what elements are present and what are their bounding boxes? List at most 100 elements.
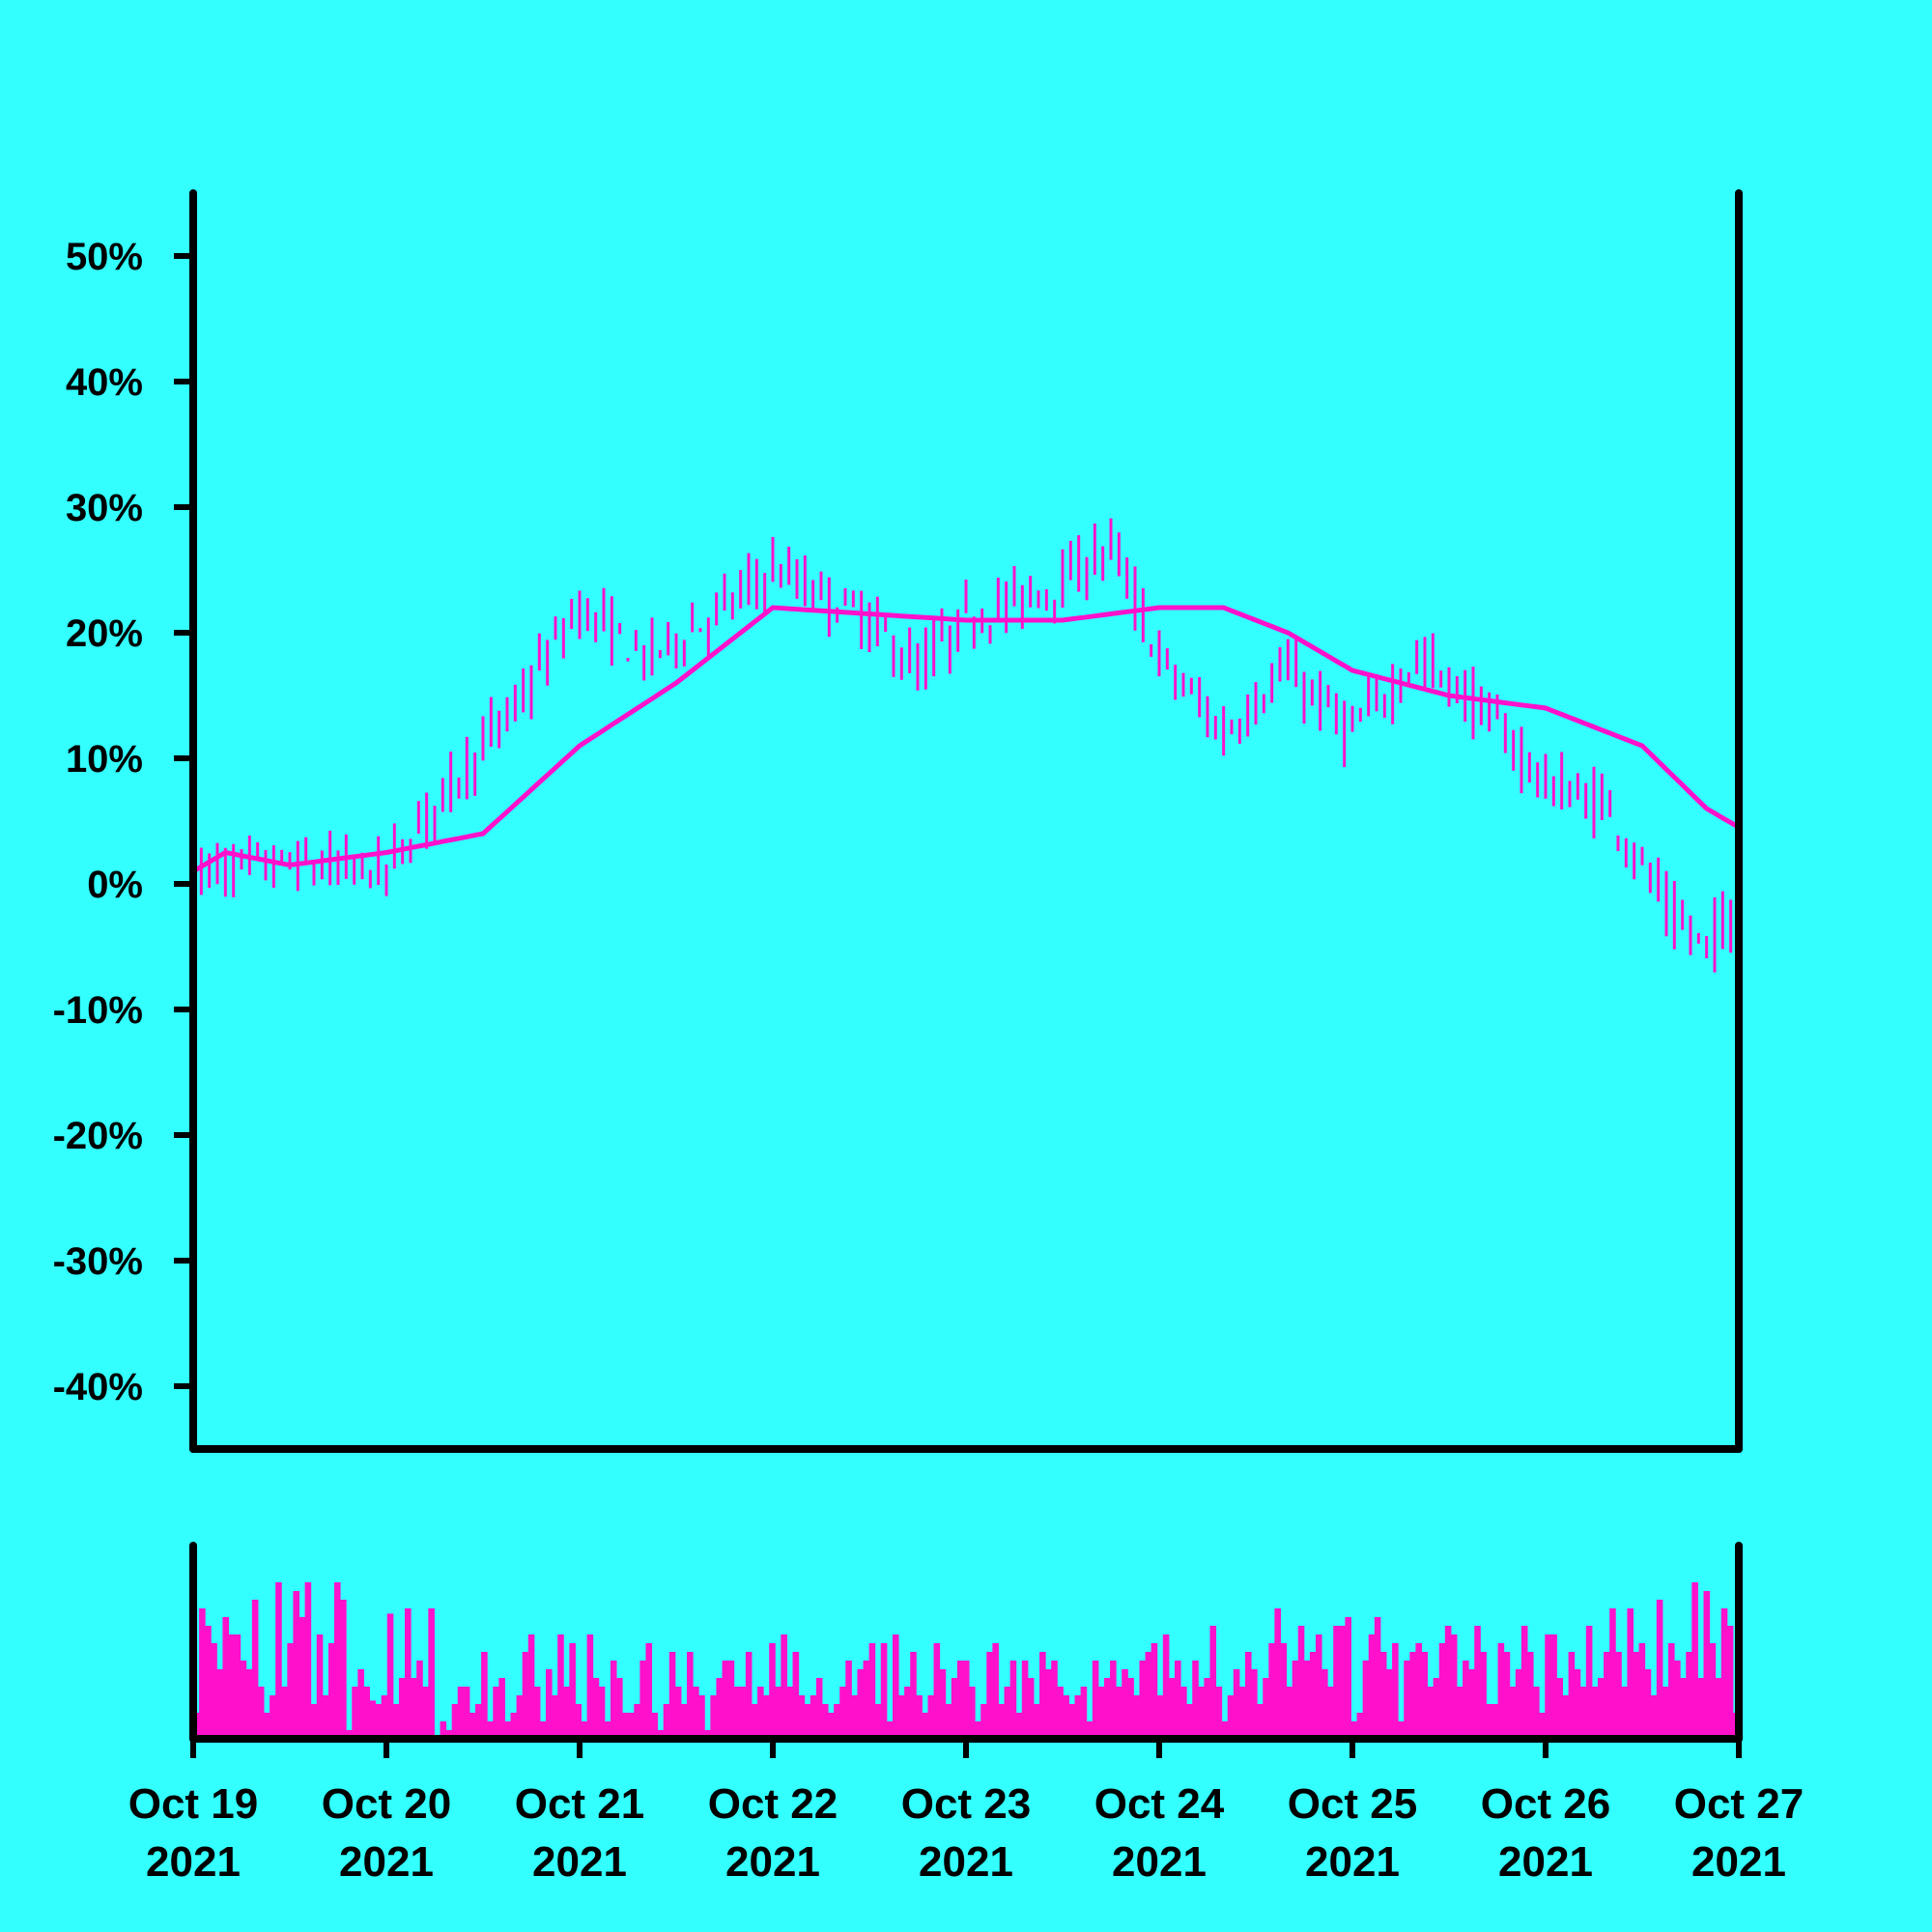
volume-bar (663, 1704, 670, 1739)
volume-bar (622, 1713, 629, 1739)
volume-bar (234, 1634, 242, 1739)
volume-bar (1068, 1704, 1076, 1739)
volume-bar (1244, 1652, 1252, 1739)
volume-bar (322, 1695, 329, 1739)
volume-bar (716, 1678, 724, 1739)
volume-bar (1667, 1643, 1675, 1739)
volume-bar (951, 1678, 958, 1739)
volume-bar (569, 1643, 576, 1739)
volume-bar (1315, 1634, 1322, 1739)
volume-bar (1686, 1652, 1692, 1739)
x-tick-label-date: Oct 26 (1481, 1780, 1611, 1828)
volume-bar (680, 1704, 688, 1739)
volume-bar (316, 1634, 324, 1739)
volume-bar (1362, 1661, 1370, 1739)
y-tick-label: -30% (53, 1240, 143, 1283)
volume-bar (1303, 1661, 1311, 1739)
volume-bar (722, 1661, 729, 1739)
volume-bar (745, 1652, 753, 1739)
volume-bar (1715, 1678, 1722, 1739)
volume-bar (1492, 1704, 1499, 1739)
volume-bar (1427, 1687, 1435, 1739)
volume-bar (657, 1730, 665, 1739)
x-tick-label-date: Oct 23 (901, 1780, 1032, 1828)
volume-bar (1463, 1661, 1469, 1739)
volume-bar (493, 1687, 499, 1739)
volume-bar (504, 1721, 512, 1739)
volume-bar (739, 1687, 747, 1739)
volume-bar (845, 1661, 852, 1739)
volume-bar (874, 1704, 882, 1739)
volume-bar (1421, 1652, 1429, 1739)
volume-bar (592, 1678, 600, 1739)
volume-bar (916, 1695, 923, 1739)
volume-bar (411, 1678, 417, 1739)
y-tick-label: -10% (53, 989, 143, 1032)
volume-bar (792, 1652, 800, 1739)
volume-bar (1680, 1678, 1687, 1739)
volume-bar (687, 1652, 694, 1739)
volume-bar (1133, 1695, 1140, 1739)
volume-bar (1515, 1669, 1522, 1739)
volume-bar (1591, 1687, 1599, 1739)
volume-bar (1392, 1643, 1399, 1739)
volume-bar (1168, 1678, 1176, 1739)
volume-bar (1497, 1643, 1505, 1739)
x-tick-label-year: 2021 (1112, 1838, 1207, 1886)
volume-bar (216, 1669, 223, 1739)
volume-bar (775, 1687, 781, 1739)
y-tick-label: -20% (53, 1115, 143, 1157)
volume-bar (1027, 1678, 1035, 1739)
volume-bar (1092, 1661, 1099, 1739)
volume-bar (939, 1669, 947, 1739)
volume-bar (1627, 1608, 1634, 1739)
volume-bar (880, 1643, 888, 1739)
volume-bar (1033, 1704, 1040, 1739)
volume-bar (898, 1695, 905, 1739)
volume-bar (1327, 1687, 1334, 1739)
volume-bars (193, 1582, 1740, 1739)
volume-bar (992, 1643, 999, 1739)
volume-bar (240, 1661, 247, 1739)
volume-bar (810, 1695, 817, 1739)
volume-bar (821, 1704, 829, 1739)
volume-bar (1474, 1626, 1481, 1739)
volume-bar (610, 1661, 617, 1739)
volume-bar (533, 1687, 541, 1739)
volume-bar (363, 1687, 371, 1739)
volume-bar (1021, 1661, 1029, 1739)
volume-bar (1550, 1634, 1557, 1739)
volume-bar (416, 1661, 423, 1739)
volume-bar (346, 1730, 353, 1739)
volume-bar (1621, 1687, 1628, 1739)
volume-bar (927, 1695, 935, 1739)
volume-bar (1545, 1634, 1551, 1739)
volume-bar (1192, 1661, 1199, 1739)
volume-bar (639, 1661, 646, 1739)
volume-bar (1597, 1678, 1605, 1739)
volume-bar (369, 1700, 377, 1739)
volume-bar (1097, 1687, 1105, 1739)
volume-bar (304, 1582, 312, 1739)
volume-bar (334, 1582, 341, 1739)
volume-bar (1404, 1661, 1410, 1739)
volume-bar (386, 1613, 394, 1739)
volume-bar (1368, 1634, 1376, 1739)
volume-bar (228, 1634, 236, 1739)
volume-bar (251, 1600, 259, 1739)
volume-bar (1468, 1669, 1475, 1739)
volume-bar (781, 1634, 787, 1739)
volume-bar (327, 1643, 335, 1739)
y-tick-label: 30% (66, 487, 143, 529)
volume-bar (1110, 1661, 1117, 1739)
x-tick-label-year: 2021 (725, 1838, 820, 1886)
volume-bar (1374, 1617, 1381, 1739)
volume-bar (628, 1713, 635, 1739)
y-tick-label: 40% (66, 361, 143, 404)
volume-bar (1209, 1626, 1217, 1739)
volume-bar (1198, 1687, 1205, 1739)
x-tick-label-year: 2021 (339, 1838, 434, 1886)
volume-bar (199, 1608, 206, 1739)
volume-bar (487, 1721, 494, 1739)
volume-bar (1174, 1661, 1181, 1739)
